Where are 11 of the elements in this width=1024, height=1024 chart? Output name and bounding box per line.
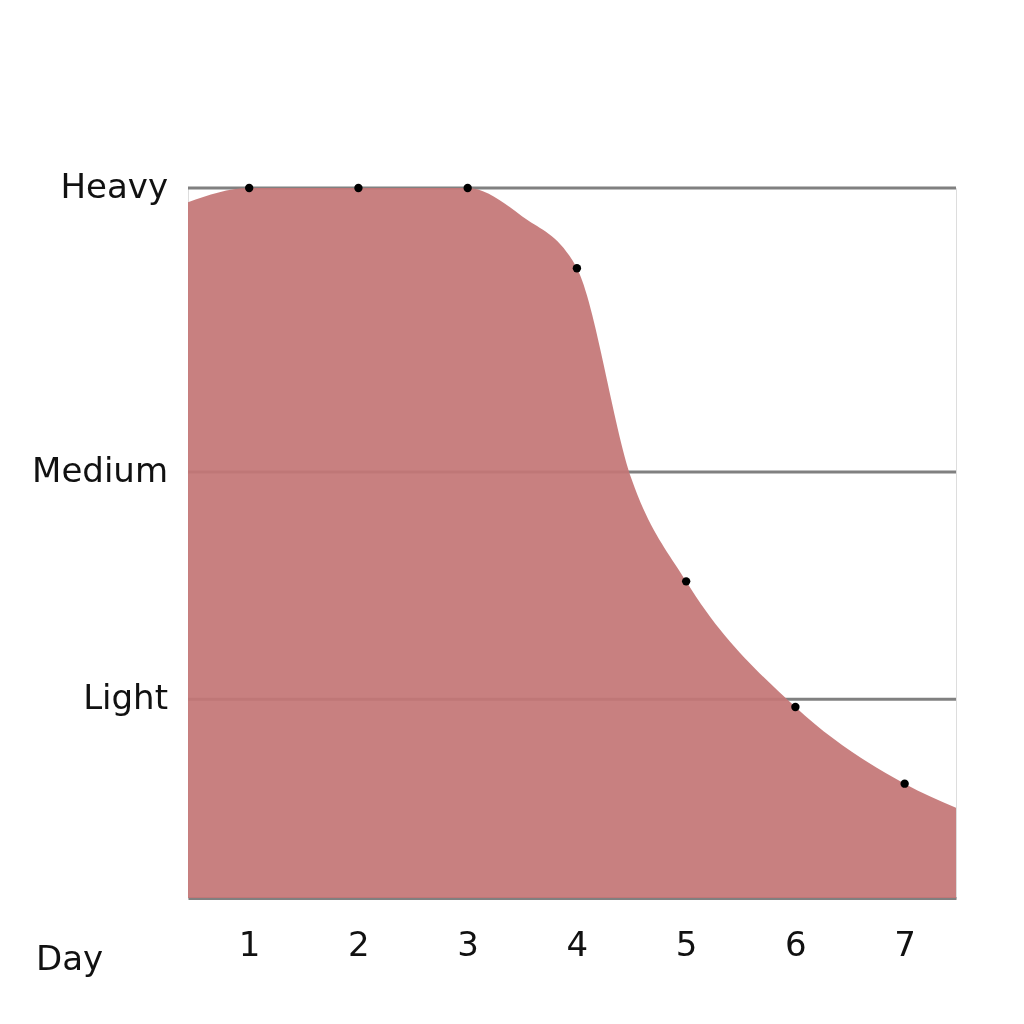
x-tick-label: 2 [348,923,370,964]
x-tick-label: 7 [894,923,916,964]
ref-line-label: Medium [32,450,168,490]
ref-line-label: Heavy [60,166,168,206]
x-tick-label: 5 [675,923,698,964]
x-tick-label: 6 [785,923,807,964]
x-tick-label: 1 [238,923,261,964]
ref-line-label: Light [83,677,168,718]
x-tick-label: 3 [457,923,479,964]
x-tick-label: 4 [566,923,589,964]
x-axis-title: Day [36,938,104,978]
